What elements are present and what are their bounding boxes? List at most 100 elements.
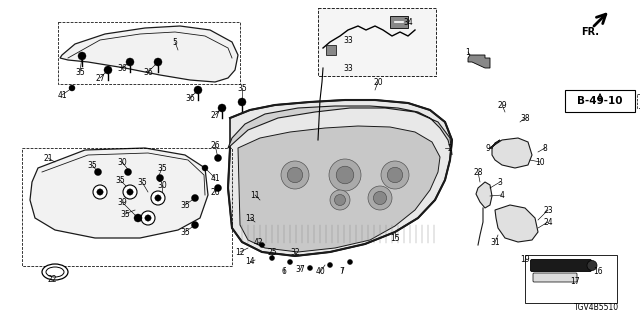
Circle shape	[287, 167, 303, 183]
Circle shape	[329, 159, 361, 191]
Text: 3: 3	[497, 178, 502, 187]
Circle shape	[125, 169, 131, 175]
Circle shape	[123, 185, 137, 199]
Polygon shape	[468, 55, 490, 68]
Polygon shape	[238, 126, 440, 252]
FancyBboxPatch shape	[318, 8, 436, 76]
Circle shape	[238, 98, 246, 106]
Circle shape	[214, 185, 221, 191]
Text: 38: 38	[520, 114, 530, 123]
Circle shape	[93, 185, 107, 199]
Circle shape	[373, 191, 387, 204]
Text: 23: 23	[543, 205, 553, 214]
Text: 26: 26	[210, 140, 220, 149]
Text: 35: 35	[120, 210, 130, 219]
Circle shape	[269, 255, 275, 260]
Text: 36: 36	[117, 63, 127, 73]
Circle shape	[381, 161, 409, 189]
Polygon shape	[30, 148, 208, 238]
Text: 27: 27	[210, 110, 220, 119]
FancyBboxPatch shape	[525, 255, 617, 303]
Circle shape	[348, 260, 353, 265]
Text: 29: 29	[497, 100, 507, 109]
Polygon shape	[390, 16, 408, 28]
Text: 1: 1	[466, 47, 470, 57]
Circle shape	[126, 58, 134, 66]
Text: 7: 7	[340, 268, 344, 276]
Text: 33: 33	[343, 36, 353, 44]
Text: 41: 41	[210, 173, 220, 182]
Circle shape	[259, 243, 264, 247]
Text: FR.: FR.	[581, 27, 599, 37]
Circle shape	[151, 191, 165, 205]
Circle shape	[141, 211, 155, 225]
Polygon shape	[60, 26, 238, 82]
Text: 28: 28	[473, 167, 483, 177]
Polygon shape	[476, 182, 492, 208]
Text: 5: 5	[173, 37, 177, 46]
FancyBboxPatch shape	[565, 90, 635, 112]
Circle shape	[95, 169, 102, 175]
Text: 21: 21	[44, 154, 52, 163]
Text: 35: 35	[87, 161, 97, 170]
Text: 42: 42	[253, 237, 263, 246]
Text: 25: 25	[267, 247, 277, 257]
Text: 35: 35	[75, 68, 85, 76]
Text: 41: 41	[57, 91, 67, 100]
FancyBboxPatch shape	[533, 273, 577, 282]
Circle shape	[145, 215, 151, 221]
Circle shape	[336, 166, 354, 184]
Circle shape	[202, 165, 208, 171]
Text: 27: 27	[95, 74, 105, 83]
Circle shape	[218, 104, 226, 112]
Polygon shape	[228, 100, 452, 256]
Circle shape	[97, 189, 103, 195]
Circle shape	[154, 58, 162, 66]
Text: 6: 6	[282, 268, 287, 276]
Text: 35: 35	[237, 84, 247, 92]
Circle shape	[194, 86, 202, 94]
Text: 30: 30	[157, 180, 167, 189]
Circle shape	[69, 85, 75, 91]
Circle shape	[330, 190, 350, 210]
Circle shape	[287, 260, 292, 265]
Polygon shape	[490, 138, 532, 168]
Text: 39: 39	[117, 197, 127, 206]
Circle shape	[191, 195, 198, 202]
Text: 12: 12	[236, 247, 244, 257]
Text: 22: 22	[47, 276, 57, 284]
Text: 33: 33	[343, 63, 353, 73]
Circle shape	[307, 266, 312, 270]
Text: 14: 14	[245, 258, 255, 267]
Text: 16: 16	[593, 268, 603, 276]
Circle shape	[191, 221, 198, 228]
Polygon shape	[495, 205, 538, 242]
Text: 9: 9	[486, 143, 490, 153]
Text: 31: 31	[490, 237, 500, 246]
Circle shape	[127, 189, 133, 195]
Text: 35: 35	[180, 201, 190, 210]
Ellipse shape	[46, 267, 64, 277]
Text: 17: 17	[570, 277, 580, 286]
Text: 35: 35	[180, 228, 190, 236]
Text: 35: 35	[115, 175, 125, 185]
FancyBboxPatch shape	[531, 260, 591, 271]
Text: 20: 20	[373, 77, 383, 86]
Text: 24: 24	[543, 218, 553, 227]
Text: 15: 15	[390, 234, 400, 243]
Circle shape	[155, 195, 161, 201]
Circle shape	[104, 66, 112, 74]
Text: 35: 35	[157, 164, 167, 172]
Circle shape	[335, 195, 346, 205]
Text: 35: 35	[137, 178, 147, 187]
Circle shape	[214, 155, 221, 162]
Text: 11: 11	[250, 190, 260, 199]
Text: 34: 34	[403, 18, 413, 27]
Circle shape	[387, 167, 403, 183]
Circle shape	[281, 161, 309, 189]
Text: 13: 13	[245, 213, 255, 222]
Polygon shape	[326, 45, 336, 55]
Polygon shape	[228, 106, 452, 155]
Circle shape	[157, 174, 163, 181]
Circle shape	[368, 186, 392, 210]
